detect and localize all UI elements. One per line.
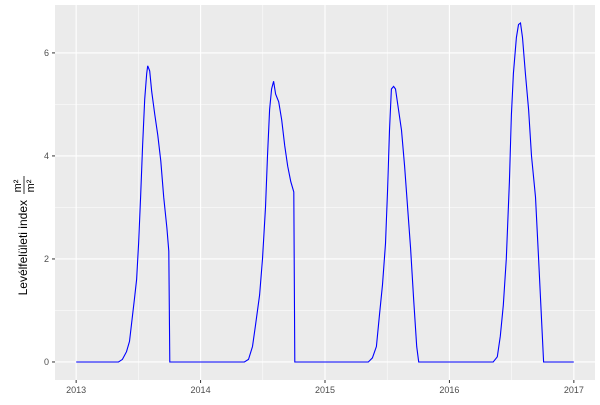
x-tick-label: 2015 xyxy=(315,385,335,395)
y-axis-unit-numerator: m² xyxy=(12,179,24,192)
y-tick-label: 2 xyxy=(44,254,49,264)
x-tick-label: 2014 xyxy=(191,385,211,395)
axis-ticks: 2013 2014 2015 2016 2017 0 2 4 6 xyxy=(44,48,584,395)
series-line xyxy=(76,21,574,363)
gridlines xyxy=(55,5,595,380)
y-tick-label: 0 xyxy=(44,357,49,367)
y-tick-label: 4 xyxy=(44,151,49,161)
x-tick-label: 2017 xyxy=(564,385,584,395)
x-tick-label: 2013 xyxy=(66,385,86,395)
y-axis-label: Levélfelületi index xyxy=(16,200,30,295)
x-tick-label: 2016 xyxy=(439,385,459,395)
y-tick-label: 6 xyxy=(44,48,49,58)
y-axis-title: Levélfelületi index m² m² xyxy=(12,176,37,295)
y-axis-unit-denominator: m² xyxy=(25,179,37,192)
